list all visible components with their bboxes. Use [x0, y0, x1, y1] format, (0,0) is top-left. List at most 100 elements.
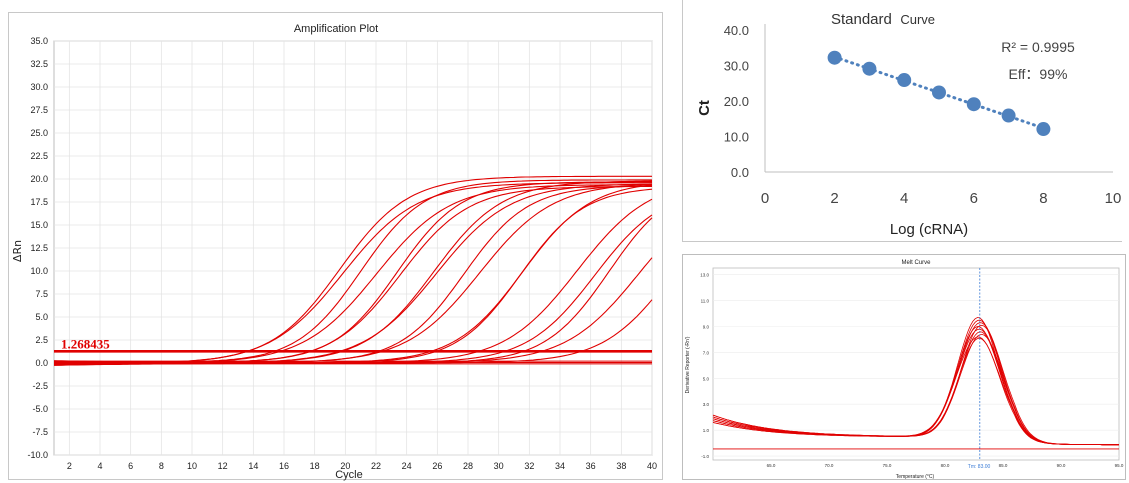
standard-curve-panel: 0.0 10.0 20.0 30.0 40.0 0 2 4 6 8 10 Standard Cur…: [682, 0, 1122, 242]
melt-x-tick-label: 95.0: [1115, 463, 1124, 468]
std-x-ticks: 0 2 4 6 8 10: [761, 190, 1122, 207]
melt-y-ticks: -1.0 1.0 3.0 5.0 7.0 9.0 11.0 13.0: [700, 272, 709, 459]
amp-x-tick-label: 20: [340, 461, 350, 471]
amp-y-tick-label: 35.0: [30, 36, 48, 46]
std-y-tick-label: 0.0: [731, 165, 749, 180]
std-x-tick-label: 0: [761, 190, 769, 207]
amp-y-tick-label: -10.0: [27, 450, 48, 460]
amp-x-tick-label: 8: [159, 461, 164, 471]
amp-x-tick-label: 40: [647, 461, 657, 471]
amp-y-tick-label: 22.5: [30, 151, 48, 161]
melt-y-tick-label: 1.0: [703, 428, 710, 433]
amp-x-tick-label: 22: [371, 461, 381, 471]
amp-x-tick-label: 18: [310, 461, 320, 471]
threshold-value-label: 1.268435: [61, 336, 110, 351]
melt-curves: [712, 317, 1119, 450]
std-x-tick-label: 10: [1105, 190, 1122, 207]
amp-x-tick-label: 4: [97, 461, 102, 471]
amp-x-tick-label: 24: [402, 461, 412, 471]
melt-y-tick-label: 3.0: [703, 402, 710, 407]
amplification-plot-svg: -10.0 -7.5 -5.0 -2.5 0.0 2.5 5.0 7.5 10.0 12.5 15.…: [11, 23, 657, 481]
amp-y-tick-label: 15.0: [30, 220, 48, 230]
amp-y-tick-label: 7.5: [35, 289, 48, 299]
amp-x-label: Cycle: [335, 469, 363, 481]
melt-x-tick-label: 80.0: [941, 463, 950, 468]
amp-y-tick-label: -5.0: [32, 404, 48, 414]
amp-y-tick-label: 30.0: [30, 82, 48, 92]
melt-y-tick-label: 5.0: [703, 376, 710, 381]
melt-x-label: Temperature (°C): [896, 474, 935, 480]
amp-y-tick-label: 27.5: [30, 105, 48, 115]
amp-x-tick-label: 38: [616, 461, 626, 471]
melt-curve-panel: -1.0 1.0 3.0 5.0 7.0 9.0 11.0 13.0 65.0 70.0 75.0…: [682, 254, 1126, 480]
amp-curves: [53, 175, 653, 366]
std-title-main: Standard: [831, 11, 892, 28]
amp-y-tick-label: 0.0: [35, 358, 48, 368]
amp-x-tick-label: 36: [586, 461, 596, 471]
std-x-label: Log (cRNA): [890, 221, 968, 238]
melt-y-tick-label: 9.0: [703, 324, 710, 329]
std-data-point: [897, 73, 912, 88]
amp-grid: [54, 40, 653, 456]
std-data-point: [1036, 122, 1051, 137]
r-squared-label: R² = 0.9995: [1001, 39, 1075, 55]
tm-value-label: Tm: 83.00: [968, 464, 991, 470]
amp-y-tick-label: 2.5: [35, 335, 48, 345]
efficiency-label: Eff：99%: [1009, 66, 1068, 82]
std-data-point: [1001, 108, 1016, 123]
amp-y-tick-label: 12.5: [30, 243, 48, 253]
amp-y-ticks: -10.0 -7.5 -5.0 -2.5 0.0 2.5 5.0 7.5 10.0 12.5 15.…: [27, 36, 48, 460]
amp-x-tick-label: 16: [279, 461, 289, 471]
amp-y-tick-label: 25.0: [30, 128, 48, 138]
std-data-point: [932, 85, 946, 100]
std-data-point: [827, 50, 842, 65]
amp-x-tick-label: 12: [218, 461, 228, 471]
std-x-tick-label: 8: [1039, 190, 1047, 207]
amp-x-tick-label: 34: [555, 461, 565, 471]
amp-y-tick-label: 17.5: [30, 197, 48, 207]
std-y-tick-label: 30.0: [724, 59, 749, 74]
melt-y-tick-label: 7.0: [703, 350, 710, 355]
amp-x-tick-label: 2: [67, 461, 72, 471]
melt-title: Melt Curve: [901, 260, 931, 266]
std-y-tick-label: 20.0: [724, 94, 749, 109]
std-y-tick-label: 40.0: [724, 23, 749, 38]
amp-x-tick-label: 14: [248, 461, 258, 471]
amp-x-tick-label: 6: [128, 461, 133, 471]
amp-y-tick-label: 32.5: [30, 59, 48, 69]
amp-y-tick-label: -7.5: [32, 427, 48, 437]
std-y-label: Ct: [696, 100, 713, 116]
std-x-tick-label: 2: [830, 190, 838, 207]
amp-y-tick-label: 20.0: [30, 174, 48, 184]
melt-y-tick-label: 11.0: [701, 298, 710, 303]
standard-curve-svg: 0.0 10.0 20.0 30.0 40.0 0 2 4 6 8 10 Standard Cur…: [696, 11, 1122, 238]
std-y-ticks: 0.0 10.0 20.0 30.0 40.0: [724, 23, 749, 180]
amp-y-tick-label: -2.5: [32, 381, 48, 391]
std-x-tick-label: 6: [970, 190, 978, 207]
amp-x-tick-label: 32: [524, 461, 534, 471]
melt-curve-line: [712, 337, 1119, 446]
melt-x-tick-label: 70.0: [825, 463, 834, 468]
std-title: Standard Curve: [831, 11, 935, 28]
amp-x-tick-label: 30: [494, 461, 504, 471]
melt-x-tick-label: 65.0: [767, 463, 776, 468]
std-x-tick-label: 4: [900, 190, 908, 207]
amp-x-tick-label: 28: [463, 461, 473, 471]
melt-x-tick-label: 85.0: [999, 463, 1008, 468]
amp-x-tick-label: 10: [187, 461, 197, 471]
amp-title: Amplification Plot: [294, 23, 378, 35]
amp-x-tick-label: 26: [432, 461, 442, 471]
std-y-tick-label: 10.0: [724, 130, 749, 145]
amplification-plot-panel: -10.0 -7.5 -5.0 -2.5 0.0 2.5 5.0 7.5 10.0 12.5 15.…: [8, 12, 663, 481]
melt-curve-svg: -1.0 1.0 3.0 5.0 7.0 9.0 11.0 13.0 65.0 70.0 75.0…: [685, 260, 1124, 480]
amp-y-tick-label: 10.0: [30, 266, 48, 276]
melt-x-ticks: 65.0 70.0 75.0 80.0 85.0 90.0 95.0: [767, 463, 1124, 468]
melt-x-tick-label: 75.0: [883, 463, 892, 468]
amp-y-label: ΔRn: [11, 240, 24, 262]
std-points: [827, 50, 1051, 137]
melt-plot-area: [712, 267, 1120, 461]
std-data-point: [966, 97, 981, 112]
std-axes: [764, 24, 1113, 173]
melt-y-label: Derivative Reporter (-Rn'): [685, 336, 691, 393]
std-data-point: [862, 61, 877, 76]
